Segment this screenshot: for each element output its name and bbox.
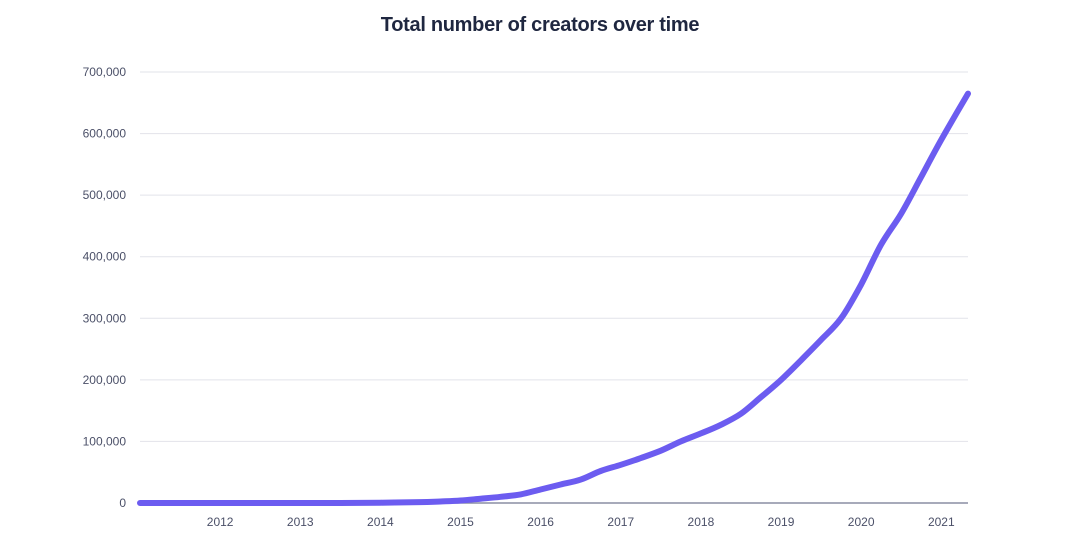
x-tick-label: 2013 <box>287 515 314 529</box>
grid-lines <box>140 71 968 442</box>
y-axis-ticks: 0 100,000 200,000 300,000 400,000 500,000 600,… <box>83 65 127 510</box>
series-layer <box>137 90 971 507</box>
x-axis-ticks: 2012 2013 2014 2015 2016 2017 2018 2019 2020 2021 <box>207 515 955 529</box>
x-tick-label: 2016 <box>527 515 554 529</box>
y-tick-label: 600,000 <box>83 127 127 141</box>
x-tick-label: 2015 <box>447 515 474 529</box>
x-tick-label: 2012 <box>207 515 234 529</box>
x-tick-label: 2020 <box>848 515 875 529</box>
chart-title: Total number of creators over time <box>380 14 700 36</box>
y-tick-label: 500,000 <box>83 188 127 202</box>
x-tick-label: 2018 <box>688 515 715 529</box>
series-line-0 <box>137 90 971 507</box>
y-tick-label: 400,000 <box>83 250 127 264</box>
x-tick-label: 2019 <box>768 515 795 529</box>
x-tick-label: 2014 <box>367 515 394 529</box>
y-tick-label: 300,000 <box>83 311 127 325</box>
y-tick-label: 700,000 <box>83 65 127 79</box>
y-tick-label: 200,000 <box>83 373 127 387</box>
y-tick-label: 100,000 <box>83 434 127 448</box>
x-tick-label: 2021 <box>928 515 955 529</box>
x-tick-label: 2017 <box>607 515 634 529</box>
y-tick-label: 0 <box>119 496 126 510</box>
